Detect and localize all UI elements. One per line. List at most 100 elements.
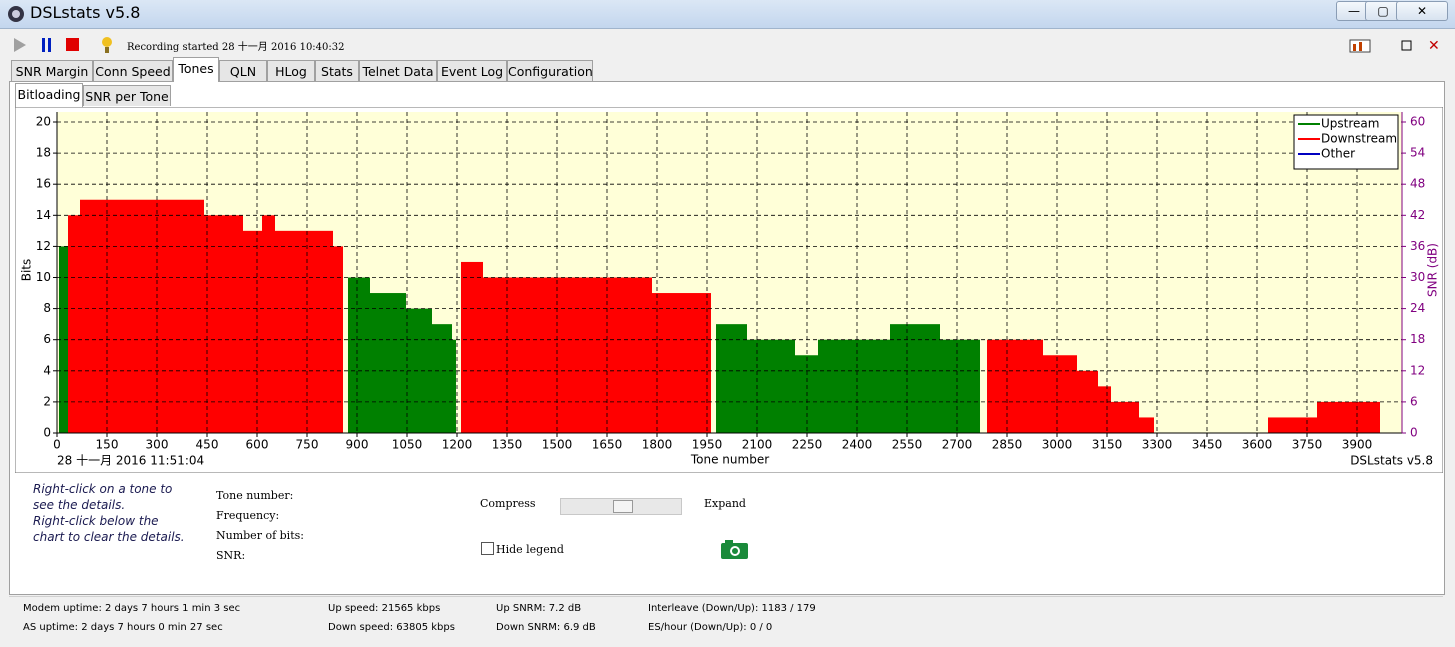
stop-button[interactable] bbox=[66, 38, 79, 51]
y2-tick-label: 60 bbox=[1410, 115, 1425, 129]
status-text: Down speed: 63805 kbps bbox=[328, 622, 455, 633]
window-title: DSLstats v5.8 bbox=[30, 3, 141, 22]
y-tick-label: 10 bbox=[36, 270, 51, 284]
bitload-bar bbox=[940, 339, 980, 433]
bitload-bar bbox=[243, 230, 262, 433]
toolbar-icons bbox=[14, 37, 112, 53]
bitload-bar bbox=[370, 293, 406, 433]
y-tick-label: 14 bbox=[36, 208, 51, 222]
hint-text: Right-click on a tone to bbox=[33, 482, 173, 496]
bitload-bar bbox=[1111, 401, 1139, 433]
field-label: Frequency: bbox=[216, 509, 280, 522]
x-tick-label: 1800 bbox=[642, 438, 673, 452]
tab[interactable]: Tones bbox=[173, 57, 219, 82]
x-tick-label: 1350 bbox=[492, 438, 523, 452]
status-text: Up SNRM: 7.2 dB bbox=[496, 603, 582, 614]
bitload-bar bbox=[1317, 401, 1380, 433]
hint-text: Right-click below the bbox=[33, 514, 159, 528]
x-tick-label: 2250 bbox=[792, 438, 823, 452]
bitload-bar bbox=[483, 277, 652, 433]
bitload-bar bbox=[987, 339, 1043, 433]
x-tick-label: 2100 bbox=[742, 438, 773, 452]
x-tick-label: 2700 bbox=[942, 438, 973, 452]
y2-tick-label: 42 bbox=[1410, 208, 1425, 222]
bitload-bar bbox=[795, 355, 818, 433]
field-label: Tone number: bbox=[216, 489, 294, 502]
pause-button bbox=[48, 38, 51, 52]
status-text: ES/hour (Down/Up): 0 / 0 bbox=[648, 622, 773, 633]
tab[interactable]: Telnet Data bbox=[359, 60, 437, 81]
hide-legend-checkbox[interactable] bbox=[481, 542, 494, 555]
footer: DSLstats v5.8 bbox=[1350, 454, 1433, 468]
y2-tick-label: 12 bbox=[1410, 363, 1425, 377]
bitload-bar bbox=[452, 339, 456, 433]
close-button[interactable]: ✕ bbox=[1396, 1, 1448, 21]
field-label: Number of bits: bbox=[216, 529, 304, 542]
help-button[interactable] bbox=[102, 37, 112, 47]
bitload-bar bbox=[747, 339, 795, 433]
bitload-bar bbox=[652, 293, 711, 433]
minimize-button[interactable]: — bbox=[1336, 1, 1372, 21]
tab[interactable]: Event Log bbox=[437, 60, 507, 81]
zoom-slider[interactable] bbox=[560, 498, 682, 515]
status-text: Interleave (Down/Up): 1183 / 179 bbox=[648, 603, 816, 614]
y2-tick-label: 18 bbox=[1410, 332, 1425, 346]
restore-icon[interactable] bbox=[1401, 40, 1412, 51]
help-icon bbox=[105, 47, 109, 53]
x-tick-label: 2400 bbox=[842, 438, 873, 452]
x-tick-label: 1950 bbox=[692, 438, 723, 452]
tab[interactable]: Configuration bbox=[507, 60, 593, 81]
tab[interactable]: Conn Speed bbox=[93, 60, 173, 81]
pause-button[interactable] bbox=[42, 38, 45, 52]
x-tick-label: 2850 bbox=[992, 438, 1023, 452]
bitload-bar bbox=[1268, 417, 1317, 433]
subtab[interactable]: Bitloading bbox=[15, 83, 83, 107]
bitload-bar bbox=[204, 215, 243, 433]
slider-thumb[interactable] bbox=[613, 500, 633, 513]
legend-label: Upstream bbox=[1321, 117, 1379, 131]
y2-tick-label: 48 bbox=[1410, 177, 1425, 191]
y-tick-label: 2 bbox=[43, 394, 51, 408]
bitload-bar bbox=[59, 246, 68, 433]
hint-text: chart to clear the details. bbox=[33, 530, 185, 544]
bitload-bar bbox=[262, 215, 275, 433]
y-tick-label: 0 bbox=[43, 426, 51, 440]
exit-icon[interactable]: ✕ bbox=[1428, 38, 1440, 54]
bitload-bar bbox=[80, 199, 204, 433]
tab[interactable]: QLN bbox=[219, 60, 267, 81]
bitload-bar bbox=[818, 339, 890, 433]
status-text: Modem uptime: 2 days 7 hours 1 min 3 sec bbox=[23, 603, 241, 614]
tab[interactable]: HLog bbox=[267, 60, 315, 81]
chart-icon-bar bbox=[1353, 44, 1356, 51]
x-tick-label: 750 bbox=[296, 438, 319, 452]
x-tick-label: 1500 bbox=[542, 438, 573, 452]
y-tick-label: 8 bbox=[43, 301, 51, 315]
y2-tick-label: 30 bbox=[1410, 270, 1425, 284]
x-tick-label: 3750 bbox=[1292, 438, 1323, 452]
x-tick-label: 300 bbox=[146, 438, 169, 452]
legend-label: Downstream bbox=[1321, 132, 1397, 146]
bitload-bar bbox=[432, 324, 452, 433]
status-bar: Modem uptime: 2 days 7 hours 1 min 3 sec… bbox=[9, 596, 1443, 641]
y-tick-label: 16 bbox=[36, 177, 51, 191]
bitload-bar bbox=[348, 277, 370, 433]
y-tick-label: 4 bbox=[43, 363, 51, 377]
x-tick-label: 0 bbox=[53, 438, 61, 452]
recording-status: Recording started 28 十一月 2016 10:40:32 bbox=[127, 42, 345, 53]
y-tick-label: 12 bbox=[36, 239, 51, 253]
status-text: Down SNRM: 6.9 dB bbox=[496, 622, 596, 633]
x-tick-label: 450 bbox=[196, 438, 219, 452]
play-button[interactable] bbox=[14, 38, 26, 52]
x-tick-label: 3300 bbox=[1142, 438, 1173, 452]
bitload-bar bbox=[461, 261, 483, 433]
x-tick-label: 1200 bbox=[442, 438, 473, 452]
title-bar: DSLstats v5.8 — ▢ ✕ bbox=[0, 0, 1455, 29]
tab[interactable]: SNR Margin bbox=[11, 60, 93, 81]
subtab[interactable]: SNR per Tone bbox=[83, 85, 171, 106]
bitload-bar bbox=[716, 324, 747, 433]
x-axis-label: Tone number bbox=[690, 453, 769, 467]
x-tick-label: 3000 bbox=[1042, 438, 1073, 452]
tab[interactable]: Stats bbox=[315, 60, 359, 81]
camera-button[interactable] bbox=[721, 540, 748, 559]
